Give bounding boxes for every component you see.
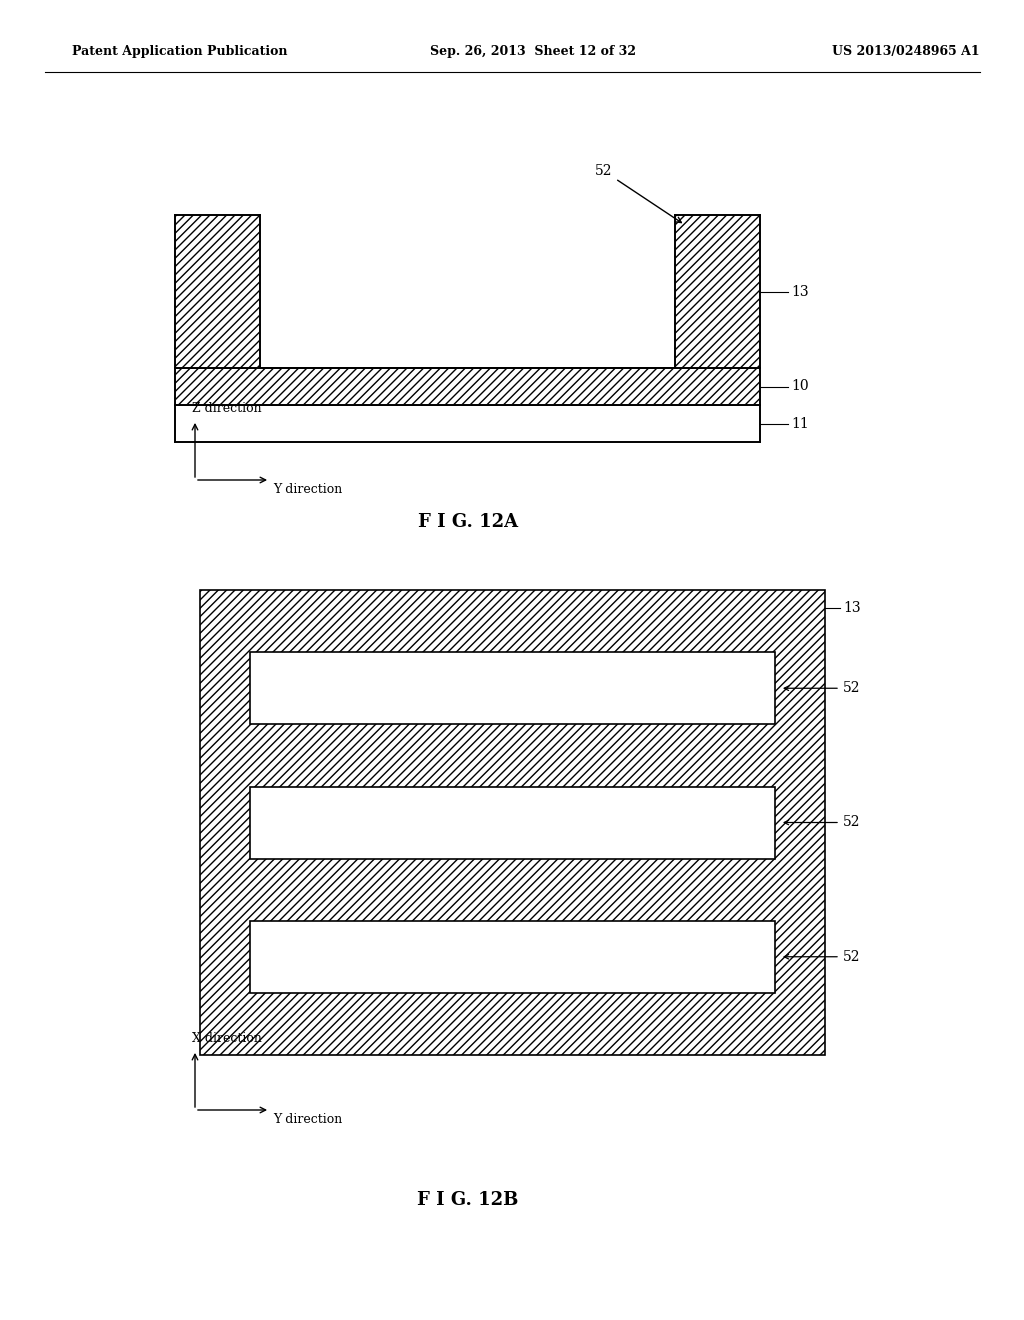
Text: 52: 52 — [595, 164, 681, 223]
Bar — [250, 652, 775, 725]
Text: Patent Application Publication: Patent Application Publication — [72, 45, 288, 58]
Text: F I G. 12A: F I G. 12A — [418, 513, 518, 531]
Text: 13: 13 — [791, 285, 809, 298]
Bar — [175, 405, 760, 442]
Bar — [175, 215, 260, 368]
Bar — [250, 921, 775, 993]
Text: 52: 52 — [843, 816, 860, 829]
Text: 52: 52 — [843, 681, 860, 696]
Bar — [175, 368, 760, 405]
Text: Y direction: Y direction — [273, 483, 342, 496]
Text: Sep. 26, 2013  Sheet 12 of 32: Sep. 26, 2013 Sheet 12 of 32 — [430, 45, 636, 58]
Text: Z direction: Z direction — [193, 403, 261, 414]
Text: 13: 13 — [843, 601, 860, 615]
Text: 52: 52 — [843, 950, 860, 964]
Text: 10: 10 — [791, 380, 809, 393]
Bar — [675, 215, 760, 368]
Text: 11: 11 — [791, 417, 809, 430]
Bar — [200, 590, 825, 1055]
Text: X direction: X direction — [193, 1032, 262, 1045]
Bar — [250, 787, 775, 858]
Text: F I G. 12B: F I G. 12B — [418, 1191, 519, 1209]
Text: US 2013/0248965 A1: US 2013/0248965 A1 — [833, 45, 980, 58]
Text: Y direction: Y direction — [273, 1113, 342, 1126]
